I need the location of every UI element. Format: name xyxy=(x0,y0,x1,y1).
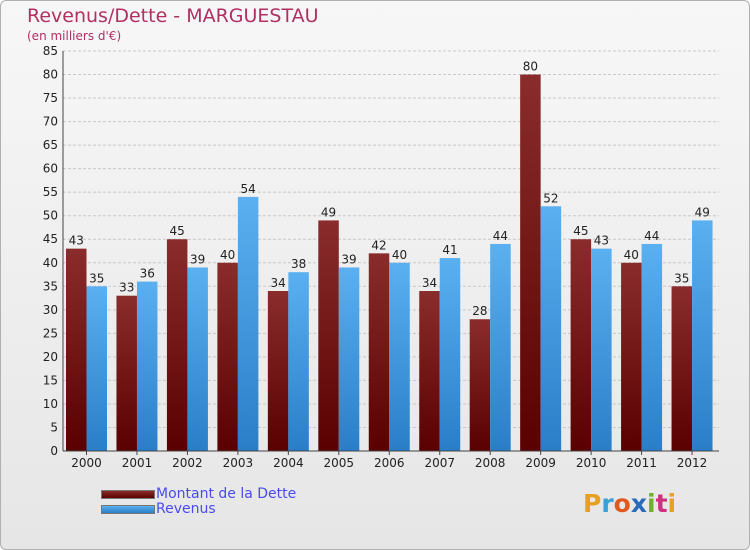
legend-swatch-revenus xyxy=(101,505,155,514)
debt-value-label: 45 xyxy=(573,224,588,238)
proxiti-logo: Proxiti xyxy=(583,489,677,518)
y-tick-label: 10 xyxy=(43,397,58,411)
debt-value-label: 42 xyxy=(371,238,386,252)
debt-bar xyxy=(318,220,339,451)
y-tick-label: 35 xyxy=(43,279,58,293)
y-tick-label: 70 xyxy=(43,115,58,129)
y-tick-label: 30 xyxy=(43,303,58,317)
revenus-value-label: 39 xyxy=(190,252,205,266)
revenus-value-label: 44 xyxy=(644,229,659,243)
revenus-value-label: 38 xyxy=(291,257,306,271)
y-tick-label: 5 xyxy=(50,420,58,434)
revenus-value-label: 35 xyxy=(89,271,104,285)
revenus-bar xyxy=(187,267,208,451)
y-tick-label: 55 xyxy=(43,185,58,199)
y-tick-label: 80 xyxy=(43,68,58,82)
debt-bar xyxy=(368,253,390,451)
debt-value-label: 40 xyxy=(220,248,235,262)
x-tick-label: 2012 xyxy=(677,456,708,470)
x-tick-label: 2006 xyxy=(374,456,405,470)
revenus-bar xyxy=(641,243,663,451)
revenus-bar xyxy=(338,267,360,451)
x-tick-label: 2003 xyxy=(223,456,254,470)
debt-value-label: 43 xyxy=(69,234,84,248)
y-tick-label: 20 xyxy=(43,350,58,364)
x-tick-label: 2005 xyxy=(324,456,355,470)
revenus-value-label: 39 xyxy=(341,252,356,266)
debt-value-label: 34 xyxy=(422,276,437,290)
revenus-bar xyxy=(389,262,410,451)
debt-bar xyxy=(116,295,137,451)
x-tick-label: 2011 xyxy=(626,456,657,470)
x-tick-label: 2000 xyxy=(71,456,102,470)
debt-value-label: 80 xyxy=(523,60,538,74)
debt-bar xyxy=(570,239,592,451)
debt-bar xyxy=(217,262,238,451)
revenus-bar xyxy=(237,196,259,451)
debt-bar xyxy=(66,248,87,451)
legend-swatch-debt xyxy=(101,490,155,499)
legend-label-debt: Montant de la Dette xyxy=(156,486,297,502)
debt-value-label: 28 xyxy=(472,304,487,318)
revenus-bar xyxy=(540,206,562,451)
revenus-value-label: 40 xyxy=(392,248,407,262)
x-tick-label: 2009 xyxy=(525,456,556,470)
debt-value-label: 49 xyxy=(321,205,336,219)
revenus-value-label: 41 xyxy=(442,243,457,257)
debt-bar xyxy=(267,291,289,451)
revenus-value-label: 52 xyxy=(543,191,558,205)
x-tick-label: 2010 xyxy=(576,456,607,470)
y-tick-label: 0 xyxy=(50,444,58,458)
y-tick-label: 25 xyxy=(43,326,58,340)
revenus-bar xyxy=(439,258,461,451)
y-tick-label: 60 xyxy=(43,162,58,176)
chart-subtitle: (en milliers d'€) xyxy=(27,29,122,43)
revenus-bar xyxy=(692,220,713,451)
debt-bar xyxy=(621,262,642,451)
revenus-bar xyxy=(490,243,511,451)
debt-value-label: 45 xyxy=(170,224,185,238)
revenus-value-label: 44 xyxy=(493,229,508,243)
revenus-bar xyxy=(86,286,107,451)
y-tick-label: 65 xyxy=(43,138,58,152)
debt-bar xyxy=(419,291,440,451)
debt-bar xyxy=(671,286,693,451)
chart-title: Revenus/Dette - MARGUESTAU xyxy=(27,5,319,27)
y-tick-label: 85 xyxy=(43,44,58,58)
revenus-value-label: 36 xyxy=(140,267,155,281)
revenus-value-label: 49 xyxy=(695,205,710,219)
x-tick-label: 2008 xyxy=(475,456,506,470)
debt-bar xyxy=(469,319,491,451)
y-tick-label: 50 xyxy=(43,209,58,223)
y-tick-label: 40 xyxy=(43,256,58,270)
x-tick-label: 2002 xyxy=(172,456,203,470)
revenus-value-label: 54 xyxy=(240,182,255,196)
debt-value-label: 40 xyxy=(624,248,639,262)
y-tick-label: 15 xyxy=(43,373,58,387)
debt-bar xyxy=(520,74,541,451)
revenus-value-label: 43 xyxy=(594,234,609,248)
legend-label-revenus: Revenus xyxy=(156,501,216,517)
revenus-bar xyxy=(591,248,612,451)
debt-value-label: 35 xyxy=(674,271,689,285)
x-tick-label: 2004 xyxy=(273,456,304,470)
x-tick-label: 2001 xyxy=(122,456,153,470)
debt-value-label: 34 xyxy=(270,276,285,290)
x-tick-label: 2007 xyxy=(424,456,455,470)
revenus-bar xyxy=(136,281,158,451)
revenus-bar xyxy=(288,272,309,451)
y-tick-label: 75 xyxy=(43,91,58,105)
debt-bar xyxy=(166,239,188,451)
y-tick-label: 45 xyxy=(43,232,58,246)
debt-value-label: 33 xyxy=(119,281,134,295)
